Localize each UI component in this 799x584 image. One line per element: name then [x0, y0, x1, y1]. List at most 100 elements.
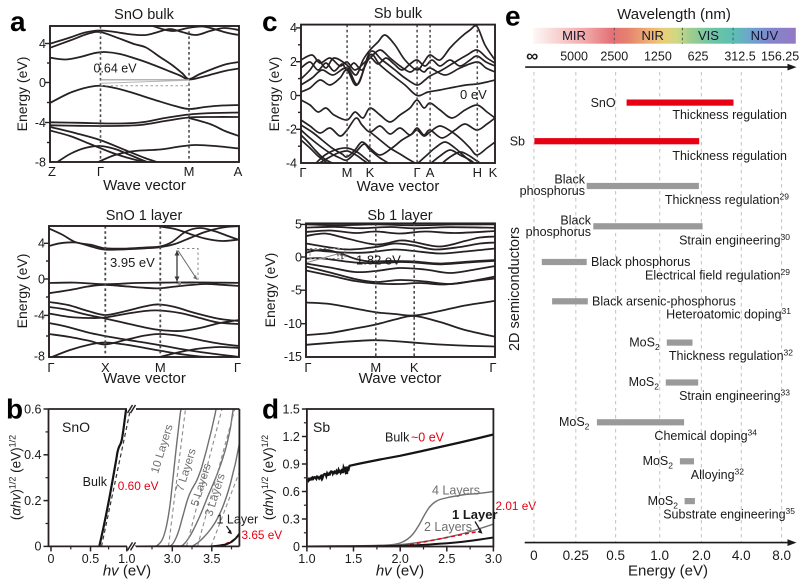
svg-text:Energy (eV): Energy (eV)	[628, 563, 708, 580]
svg-text:3.5: 3.5	[203, 552, 220, 566]
svg-text:phosphorus: phosphorus	[520, 184, 585, 198]
svg-text:2.5: 2.5	[438, 552, 455, 566]
svg-text:-10: -10	[284, 317, 302, 331]
svg-text:Heteroatomic doping31: Heteroatomic doping31	[666, 306, 791, 322]
svg-text:1 Layer: 1 Layer	[217, 513, 259, 527]
svg-text:SnO: SnO	[62, 419, 90, 435]
svg-text:3.95 eV: 3.95 eV	[110, 255, 155, 270]
svg-text:Sb: Sb	[313, 419, 330, 435]
svg-text:Γ: Γ	[414, 165, 421, 180]
svg-text:3.0: 3.0	[164, 552, 181, 566]
svg-text:NIR: NIR	[642, 28, 664, 43]
svg-text:-4: -4	[286, 156, 297, 170]
svg-text:312.5: 312.5	[724, 50, 755, 64]
svg-text:0: 0	[290, 89, 297, 103]
svg-text:0: 0	[293, 540, 300, 554]
svg-text:Thickness regulation32: Thickness regulation32	[669, 348, 793, 364]
svg-text:2 Layers: 2 Layers	[424, 520, 472, 534]
svg-text:1.5: 1.5	[283, 402, 300, 416]
svg-text:Chemical doping34: Chemical doping34	[654, 427, 757, 443]
svg-text:0.64 eV: 0.64 eV	[94, 62, 138, 76]
svg-text:Black arsenic-phosphorus: Black arsenic-phosphorus	[592, 295, 736, 309]
svg-text:d: d	[262, 393, 279, 424]
svg-text:Strain engineering33: Strain engineering33	[679, 388, 790, 404]
svg-text:MoS2: MoS2	[629, 375, 660, 392]
svg-text:0.60 eV: 0.60 eV	[118, 479, 159, 493]
svg-text:-2: -2	[286, 123, 297, 137]
svg-text:0.25: 0.25	[563, 548, 589, 563]
svg-text:0: 0	[530, 548, 538, 563]
svg-text:2D semiconductors: 2D semiconductors	[507, 227, 523, 351]
svg-text:4 Layers: 4 Layers	[432, 484, 480, 498]
svg-text:hv (eV): hv (eV)	[376, 563, 424, 580]
svg-text:Γ: Γ	[97, 164, 104, 179]
svg-text:4: 4	[39, 37, 46, 51]
svg-text:4: 4	[290, 21, 297, 35]
svg-text:K: K	[410, 360, 419, 375]
svg-text:~0 eV: ~0 eV	[411, 431, 445, 445]
svg-text:-15: -15	[284, 350, 302, 364]
svg-text:∞: ∞	[526, 47, 538, 66]
svg-text:Black: Black	[560, 213, 591, 227]
svg-text:1250: 1250	[644, 50, 672, 64]
svg-text:2.0: 2.0	[692, 548, 711, 563]
svg-text:Alloying32: Alloying32	[691, 466, 745, 482]
svg-text:0: 0	[295, 250, 302, 264]
svg-text:1 Layer: 1 Layer	[452, 507, 498, 522]
svg-text:Wave vector: Wave vector	[103, 370, 186, 387]
svg-text:Energy (eV): Energy (eV)	[14, 57, 30, 132]
svg-text:K: K	[366, 165, 375, 180]
svg-text:A: A	[426, 165, 435, 180]
svg-text:0 eV: 0 eV	[460, 87, 487, 102]
svg-text:SnO 1 layer: SnO 1 layer	[106, 208, 183, 224]
svg-text:1.82 eV: 1.82 eV	[356, 253, 401, 268]
svg-text:Sb bulk: Sb bulk	[374, 6, 423, 22]
svg-text:4: 4	[38, 237, 45, 251]
svg-text:Γ: Γ	[234, 360, 241, 375]
svg-text:1.0: 1.0	[118, 552, 135, 566]
svg-text:Bulk: Bulk	[83, 475, 108, 489]
svg-text:0: 0	[38, 272, 45, 286]
svg-text:-5: -5	[291, 284, 302, 298]
svg-text:3.65 eV: 3.65 eV	[242, 528, 283, 542]
svg-text:NUV: NUV	[751, 28, 779, 43]
svg-text:1.2: 1.2	[283, 430, 300, 444]
svg-text:MoS2: MoS2	[629, 335, 660, 352]
svg-text:VIS: VIS	[698, 28, 719, 43]
svg-text:5: 5	[295, 218, 302, 232]
svg-text:(αhv)1/2 (eV)1/2: (αhv)1/2 (eV)1/2	[260, 435, 276, 520]
svg-text:M: M	[370, 360, 381, 375]
svg-text:Energy (eV): Energy (eV)	[262, 253, 278, 328]
svg-text:X: X	[101, 360, 110, 375]
svg-text:M: M	[155, 360, 166, 375]
svg-text:Γ: Γ	[304, 360, 311, 375]
svg-text:Black phosphorus: Black phosphorus	[591, 255, 690, 269]
svg-text:3.0: 3.0	[485, 552, 502, 566]
svg-text:a: a	[10, 6, 26, 37]
svg-text:Wavelength (nm): Wavelength (nm)	[617, 6, 731, 23]
svg-text:phosphorus: phosphorus	[526, 225, 591, 239]
svg-text:M: M	[342, 165, 353, 180]
svg-text:0.5: 0.5	[82, 552, 99, 566]
svg-text:2.0: 2.0	[392, 552, 409, 566]
svg-text:b: b	[6, 393, 23, 424]
svg-text:Z: Z	[48, 164, 56, 179]
svg-text:SnO: SnO	[591, 96, 616, 110]
svg-text:2: 2	[290, 55, 297, 69]
svg-text:e: e	[505, 1, 521, 32]
svg-text:H: H	[473, 165, 482, 180]
svg-text:8.0: 8.0	[772, 548, 791, 563]
svg-text:625: 625	[688, 50, 709, 64]
svg-text:Thickness regulation: Thickness regulation	[672, 149, 787, 163]
svg-text:0.2: 0.2	[24, 494, 41, 508]
svg-text:0.6: 0.6	[283, 485, 300, 499]
svg-text:Strain engineering30: Strain engineering30	[679, 232, 790, 248]
svg-text:0: 0	[35, 540, 42, 554]
svg-text:-4: -4	[34, 309, 45, 323]
svg-text:-8: -8	[35, 155, 46, 169]
svg-text:Electrical field regulation29: Electrical field regulation29	[645, 267, 790, 283]
svg-text:0.3: 0.3	[283, 512, 300, 526]
svg-text:MoS2: MoS2	[643, 454, 674, 471]
svg-text:MoS2: MoS2	[559, 415, 590, 432]
svg-text:10 Layers: 10 Layers	[149, 423, 175, 475]
